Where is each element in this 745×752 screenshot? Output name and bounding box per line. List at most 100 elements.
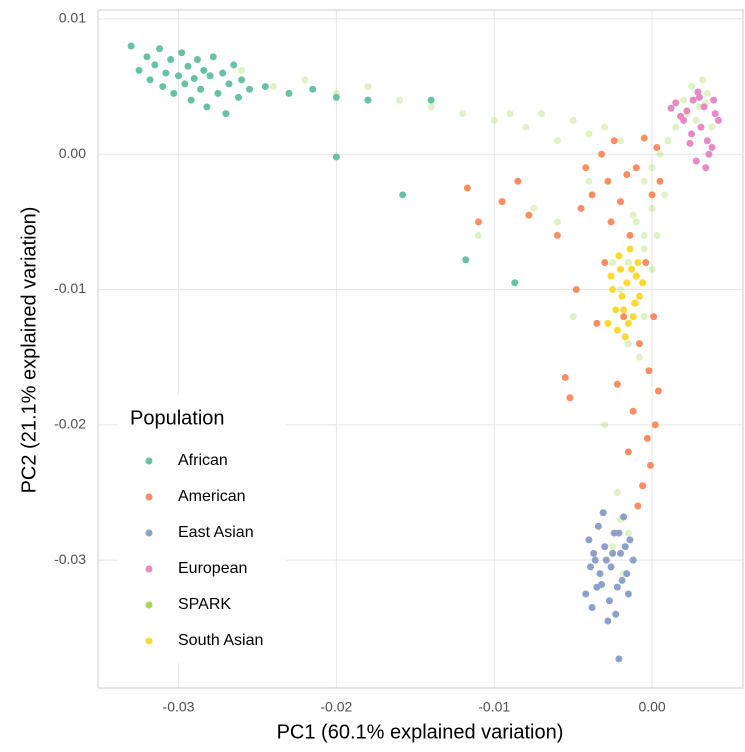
point	[238, 76, 246, 84]
point	[640, 177, 648, 185]
point	[609, 543, 617, 551]
point	[572, 286, 580, 294]
point	[238, 66, 246, 74]
point	[190, 74, 198, 82]
point	[582, 590, 590, 598]
point	[609, 286, 617, 294]
point	[683, 107, 691, 115]
point	[629, 313, 637, 321]
point	[601, 258, 609, 266]
point	[219, 69, 227, 77]
point	[617, 198, 625, 206]
point	[178, 49, 186, 57]
point	[632, 272, 640, 280]
point	[617, 286, 625, 294]
point	[703, 89, 711, 97]
point	[661, 191, 669, 199]
point	[596, 570, 604, 578]
point	[569, 313, 577, 321]
point	[695, 93, 703, 101]
point	[225, 80, 233, 88]
point	[643, 434, 651, 442]
point	[648, 191, 656, 199]
point	[632, 164, 640, 172]
point	[462, 256, 470, 264]
point	[170, 89, 178, 97]
point	[151, 61, 159, 69]
point	[553, 231, 561, 239]
point	[624, 340, 632, 348]
point	[187, 96, 195, 104]
point	[624, 448, 632, 456]
y-tick-label: 0.01	[59, 10, 86, 26]
point	[620, 306, 628, 314]
point	[200, 66, 208, 74]
point	[553, 218, 561, 226]
point	[156, 45, 164, 53]
point	[601, 421, 609, 429]
point	[626, 536, 634, 544]
point	[127, 42, 135, 50]
point	[364, 96, 372, 104]
y-axis-title: PC2 (21.1% explained variation)	[18, 207, 40, 494]
point	[490, 116, 498, 124]
point	[612, 306, 620, 314]
legend-label: South Asian	[178, 632, 263, 649]
point	[506, 110, 514, 118]
point	[159, 83, 167, 91]
point	[135, 66, 143, 74]
point	[498, 198, 506, 206]
point	[269, 83, 277, 91]
point	[261, 83, 269, 91]
point	[631, 299, 639, 307]
point	[569, 116, 577, 124]
point	[184, 62, 192, 70]
x-axis-title: PC1 (60.1% explained variation)	[277, 721, 564, 743]
point	[514, 177, 522, 185]
point	[629, 407, 637, 415]
point	[538, 110, 546, 118]
point	[672, 99, 680, 107]
point	[700, 103, 708, 111]
point	[688, 83, 696, 91]
point	[664, 137, 672, 145]
point	[511, 279, 519, 287]
point	[364, 83, 372, 91]
point	[615, 655, 623, 663]
point	[285, 89, 293, 97]
point	[640, 231, 648, 239]
point	[613, 326, 621, 334]
point	[582, 164, 590, 172]
point	[615, 252, 623, 260]
point	[642, 258, 650, 266]
point	[705, 150, 713, 158]
point	[623, 171, 631, 179]
point	[626, 231, 634, 239]
point	[634, 502, 642, 510]
point	[653, 231, 661, 239]
point	[689, 96, 697, 104]
point	[175, 72, 183, 80]
point	[708, 123, 716, 131]
point	[640, 134, 648, 142]
point	[645, 367, 653, 375]
point	[593, 583, 601, 591]
legend-key	[145, 457, 153, 465]
point	[680, 96, 688, 104]
point	[613, 380, 621, 388]
point	[427, 96, 435, 104]
point	[598, 150, 606, 158]
point	[206, 72, 214, 80]
point	[624, 258, 632, 266]
point	[230, 61, 238, 69]
y-tick-label: -0.01	[54, 280, 86, 296]
x-tick-label: -0.03	[163, 699, 195, 715]
point	[618, 292, 626, 300]
point	[577, 204, 585, 212]
point	[708, 143, 716, 151]
point	[648, 204, 656, 212]
point	[617, 265, 625, 273]
point	[703, 137, 711, 145]
point	[612, 610, 620, 618]
point	[585, 177, 593, 185]
